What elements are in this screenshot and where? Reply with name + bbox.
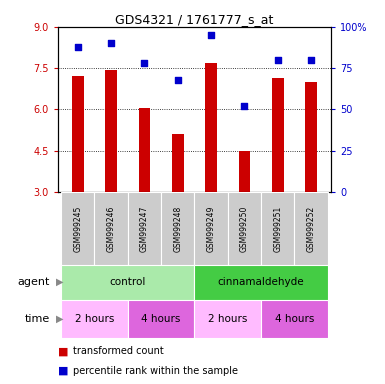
Text: 2 hours: 2 hours	[208, 314, 248, 324]
Text: GSM999248: GSM999248	[173, 205, 182, 252]
Bar	[105, 70, 117, 192]
Text: transformed count: transformed count	[73, 346, 164, 356]
Text: GSM999245: GSM999245	[73, 205, 82, 252]
Text: control: control	[110, 277, 146, 287]
Text: 4 hours: 4 hours	[275, 314, 314, 324]
Point	[275, 57, 281, 63]
Point	[141, 60, 147, 66]
Point	[175, 77, 181, 83]
Point	[308, 57, 314, 63]
Bar	[61, 300, 128, 338]
Text: GSM999250: GSM999250	[240, 205, 249, 252]
Text: cinnamaldehyde: cinnamaldehyde	[218, 277, 305, 287]
Text: ▶: ▶	[56, 314, 63, 324]
Text: GSM999252: GSM999252	[306, 205, 316, 252]
Bar	[205, 63, 217, 192]
Bar	[295, 192, 328, 265]
Text: 4 hours: 4 hours	[141, 314, 181, 324]
Point	[241, 103, 248, 109]
Text: ■: ■	[58, 366, 68, 376]
Bar	[61, 265, 194, 300]
Bar	[261, 300, 328, 338]
Bar	[128, 300, 194, 338]
Text: GSM999251: GSM999251	[273, 205, 282, 252]
Title: GDS4321 / 1761777_s_at: GDS4321 / 1761777_s_at	[115, 13, 274, 26]
Bar	[139, 108, 150, 192]
Point	[208, 32, 214, 38]
Text: GSM999247: GSM999247	[140, 205, 149, 252]
Text: 2 hours: 2 hours	[75, 314, 114, 324]
Point	[108, 40, 114, 46]
Bar	[228, 192, 261, 265]
Bar	[305, 82, 317, 192]
Text: percentile rank within the sample: percentile rank within the sample	[73, 366, 238, 376]
Text: ■: ■	[58, 346, 68, 356]
Bar	[161, 192, 194, 265]
Bar	[61, 192, 94, 265]
Text: ▶: ▶	[56, 277, 63, 287]
Bar	[239, 151, 250, 192]
Bar	[261, 192, 295, 265]
Text: time: time	[25, 314, 50, 324]
Bar	[172, 134, 184, 192]
Bar	[272, 78, 284, 192]
Bar	[194, 192, 228, 265]
Bar	[194, 265, 328, 300]
Bar	[194, 300, 261, 338]
Point	[75, 44, 81, 50]
Bar	[94, 192, 128, 265]
Text: GSM999249: GSM999249	[207, 205, 216, 252]
Bar	[128, 192, 161, 265]
Text: agent: agent	[18, 277, 50, 287]
Text: GSM999246: GSM999246	[107, 205, 116, 252]
Bar	[72, 76, 84, 192]
